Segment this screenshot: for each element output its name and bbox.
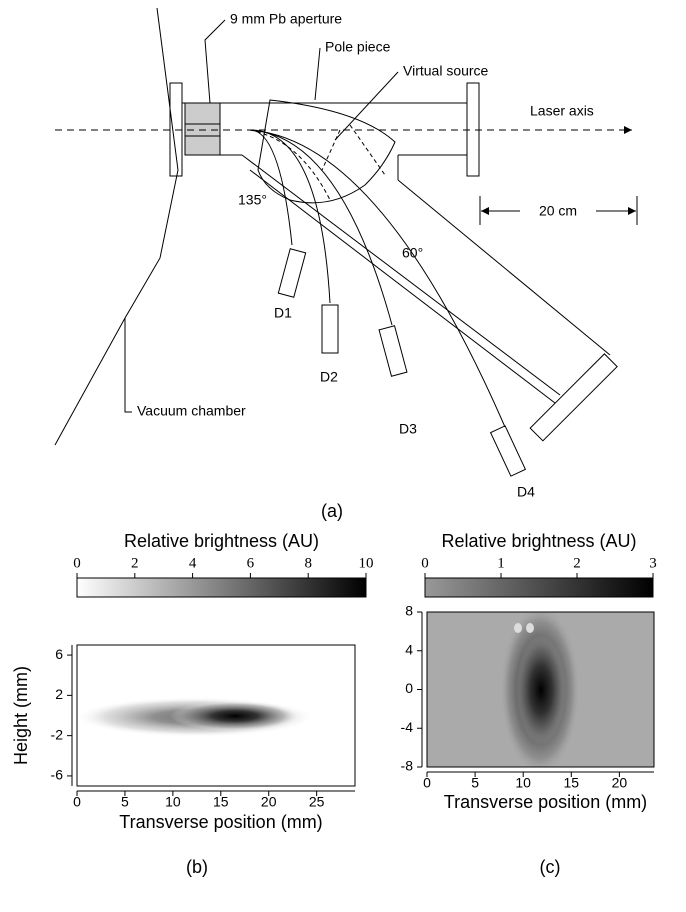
flange [529, 353, 618, 442]
y-tick-label: -8 [401, 758, 414, 774]
leader [204, 19, 226, 104]
x-tick-label: 10 [515, 775, 531, 791]
colorbar-tick-label: 8 [304, 555, 312, 571]
y-tick-label: -4 [401, 719, 414, 735]
label: Pole piece [325, 39, 391, 55]
colorbar-label: Relative brightness (AU) [124, 531, 319, 551]
colorbar-tick-label: 2 [573, 555, 581, 571]
colorbar [424, 577, 654, 598]
vacuum-chamber-wall [54, 7, 179, 446]
y-axis-label: Height (mm) [11, 666, 31, 765]
label: 20 cm [539, 203, 577, 219]
plot-frame [426, 611, 655, 768]
x-axis-label: Transverse position (mm) [444, 792, 647, 812]
label: D1 [274, 305, 292, 321]
image-c [427, 612, 654, 767]
colorbar-label: Relative brightness (AU) [441, 531, 636, 551]
colorbar [76, 577, 367, 598]
x-tick-label: 15 [563, 775, 579, 791]
y-tick-label: -6 [51, 767, 64, 783]
label: Vacuum chamber [137, 403, 246, 419]
label: Virtual source [403, 63, 489, 79]
colorbar-tick-label: 1 [497, 555, 505, 571]
pole-piece [257, 99, 396, 204]
colorbar-tick-label: 2 [131, 555, 139, 571]
detector [321, 304, 339, 354]
chamber-arm [397, 179, 611, 356]
leader [124, 318, 132, 413]
colorbar-tick-label: 10 [359, 555, 374, 571]
x-tick-label: 20 [261, 794, 277, 810]
trajectories [249, 124, 506, 428]
caption: (a) [321, 501, 343, 521]
colorbar-tick-label: 3 [649, 555, 657, 571]
aperture [184, 102, 221, 156]
x-tick-label: 5 [471, 775, 479, 791]
diagram: 9 mm Pb aperture Pole piece Virtual sour… [54, 7, 638, 521]
leader [314, 47, 321, 101]
x-tick-label: 20 [612, 775, 628, 791]
label: D3 [399, 421, 417, 437]
plot-frame [76, 644, 356, 787]
chamber-arm [241, 154, 561, 396]
image-b [77, 645, 355, 786]
y-tick-label: 2 [55, 686, 63, 702]
x-axis-label: Transverse position (mm) [119, 812, 322, 832]
label: D4 [517, 484, 535, 500]
label: 60° [402, 245, 423, 261]
x-tick-label: 5 [121, 794, 129, 810]
y-tick-label: 6 [55, 646, 63, 662]
chamber-arm [249, 169, 556, 404]
y-tick-label: 4 [405, 641, 413, 657]
detector [378, 325, 408, 377]
detector [489, 425, 527, 477]
x-tick-label: 0 [423, 775, 431, 791]
caption: (c) [540, 857, 561, 877]
detector [277, 248, 307, 298]
colorbar-tick-label: 4 [189, 555, 197, 571]
label: 9 mm Pb aperture [230, 11, 342, 27]
colorbar-tick-label: 0 [73, 555, 81, 571]
y-tick-label: 8 [405, 603, 413, 619]
label: Laser axis [530, 103, 594, 119]
x-tick-label: 15 [213, 794, 229, 810]
x-tick-label: 0 [73, 794, 81, 810]
y-tick-label: -2 [51, 726, 64, 742]
label: D2 [320, 369, 338, 385]
x-tick-label: 10 [165, 794, 181, 810]
leader [334, 71, 399, 141]
colorbar-tick-label: 6 [247, 555, 255, 571]
y-tick-label: 0 [405, 680, 413, 696]
x-tick-label: 25 [309, 794, 325, 810]
colorbar-tick-label: 0 [421, 555, 429, 571]
caption: (b) [186, 857, 208, 877]
label: 135° [238, 192, 267, 208]
